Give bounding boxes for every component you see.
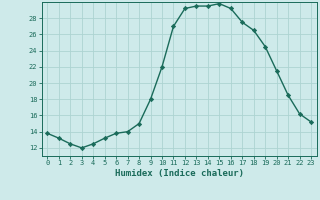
X-axis label: Humidex (Indice chaleur): Humidex (Indice chaleur) xyxy=(115,169,244,178)
